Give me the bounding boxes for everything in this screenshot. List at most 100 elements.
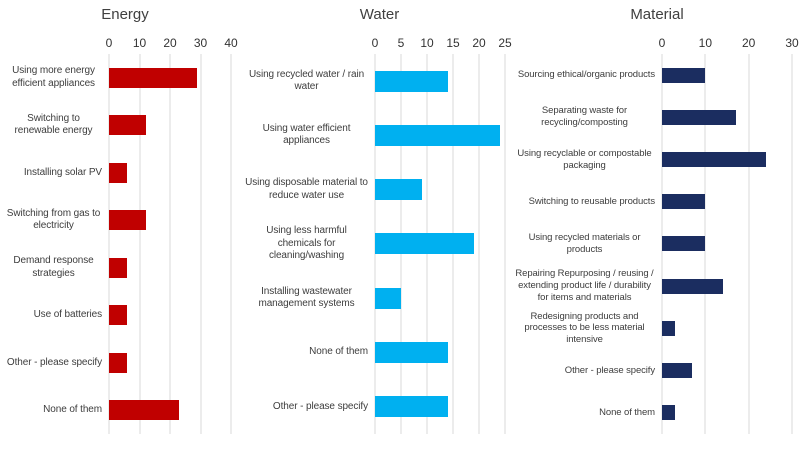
material-chart: Material 0 10 20 30 Sourcing ethical/organi… bbox=[514, 4, 800, 450]
x-axis-tick-label: 5 bbox=[397, 36, 405, 50]
category-label: Using recyclable or compostable packagin… bbox=[514, 138, 662, 180]
bar bbox=[662, 194, 706, 210]
category-label-text: Using recycled water / rain water bbox=[248, 68, 365, 93]
category-label-text: None of them bbox=[309, 346, 368, 358]
bar bbox=[109, 305, 128, 326]
category-label-text: Other - please specify bbox=[272, 400, 368, 412]
bar bbox=[375, 179, 422, 201]
bar-row bbox=[662, 223, 792, 265]
bar bbox=[662, 363, 693, 379]
x-axis-tick-label: 30 bbox=[785, 36, 799, 50]
category-label: Using less harmful chemicals for cleanin… bbox=[245, 217, 375, 271]
gridline bbox=[791, 54, 793, 434]
category-label: Sourcing ethical/organic products bbox=[514, 54, 662, 96]
category-label-text: Use of batteries bbox=[33, 309, 103, 320]
category-label: Use of batteries bbox=[5, 292, 109, 340]
category-label: Other - please specify bbox=[245, 380, 375, 434]
gridline bbox=[169, 54, 171, 434]
gridline bbox=[478, 54, 480, 434]
bar-row bbox=[375, 108, 505, 162]
bar-row bbox=[109, 339, 231, 387]
bar-row bbox=[109, 102, 231, 150]
bar bbox=[375, 287, 401, 309]
x-axis-tick-label: 20 bbox=[741, 36, 756, 50]
bar-row bbox=[375, 325, 505, 379]
bar-row bbox=[662, 138, 792, 180]
bar bbox=[375, 396, 448, 418]
bar bbox=[375, 124, 500, 146]
category-label-text: Demand response strategies bbox=[13, 255, 94, 279]
category-label: Other - please specify bbox=[5, 339, 109, 387]
bar bbox=[109, 67, 198, 88]
bar-row bbox=[662, 307, 792, 349]
energy-axis-corner bbox=[5, 30, 109, 54]
material-x-axis: 0 10 20 30 bbox=[659, 30, 799, 54]
category-label-text: Switching to renewable energy bbox=[14, 112, 93, 137]
x-axis-tick-label: 0 bbox=[105, 36, 113, 50]
bar-row bbox=[109, 387, 231, 435]
water-x-axis: 0 5 10 15 20 25 bbox=[372, 30, 512, 54]
x-axis-tick-label: 10 bbox=[698, 36, 713, 50]
category-label: Demand response strategies bbox=[5, 244, 109, 292]
category-label-text: Using recyclable or compostable packagin… bbox=[517, 147, 652, 171]
category-label: Other - please specify bbox=[514, 350, 662, 392]
category-label: Using disposable material to reduce wate… bbox=[245, 163, 375, 217]
gridline bbox=[704, 54, 706, 434]
x-axis-tick-label: 40 bbox=[224, 36, 238, 50]
bar bbox=[662, 320, 675, 336]
category-label-text: Switching to reusable products bbox=[528, 195, 655, 207]
bar bbox=[109, 162, 128, 183]
category-label-text: Installing wastewater management systems bbox=[258, 285, 355, 310]
energy-chart: Energy 0 10 20 30 40 Using more energy effic… bbox=[5, 4, 245, 450]
water-chart-grid: 0 5 10 15 20 25 Using recycled water / rain w… bbox=[245, 30, 514, 434]
bar-row bbox=[375, 217, 505, 271]
bar bbox=[109, 115, 146, 136]
gridline bbox=[504, 54, 506, 434]
bar-row bbox=[375, 271, 505, 325]
x-axis-tick-label: 20 bbox=[163, 36, 177, 50]
category-label-text: Switching from gas to electricity bbox=[6, 207, 101, 232]
category-label: Using water efficient appliances bbox=[245, 108, 375, 162]
category-label: Repairing Repurposing / reusing / extend… bbox=[514, 265, 662, 307]
x-axis-tick-label: 10 bbox=[420, 36, 434, 50]
bar bbox=[375, 70, 448, 92]
water-axis-corner bbox=[245, 30, 375, 54]
bar-row bbox=[662, 54, 792, 96]
category-label: Installing solar PV bbox=[5, 149, 109, 197]
water-chart-title: Water bbox=[359, 6, 400, 23]
material-chart-title: Material bbox=[630, 6, 684, 23]
category-label: Using more energy efficient appliances bbox=[5, 54, 109, 102]
bar bbox=[662, 67, 706, 83]
material-category-labels: Sourcing ethical/organic products Separat… bbox=[514, 54, 662, 434]
bar-row bbox=[109, 292, 231, 340]
category-label-text: Other - please specify bbox=[6, 356, 102, 368]
bar bbox=[109, 257, 128, 278]
bar-row bbox=[109, 54, 231, 102]
category-label-text: Other - please specify bbox=[564, 364, 655, 376]
category-label-text: None of them bbox=[599, 406, 655, 418]
energy-plot-area bbox=[108, 54, 232, 435]
category-label-text: Separating waste for recycling/compostin… bbox=[541, 105, 628, 129]
category-label: Redesigning products and processes to be… bbox=[514, 307, 662, 349]
bar bbox=[662, 109, 736, 125]
gridline bbox=[108, 54, 110, 434]
category-label: None of them bbox=[5, 387, 109, 435]
bar-row bbox=[375, 163, 505, 217]
energy-chart-title: Energy bbox=[101, 6, 149, 23]
bar-row bbox=[375, 54, 505, 108]
category-label: None of them bbox=[245, 325, 375, 379]
category-label: Switching from gas to electricity bbox=[5, 197, 109, 245]
material-chart-grid: 0 10 20 30 Sourcing ethical/organic product… bbox=[514, 30, 800, 434]
category-label: Using recycled materials or products bbox=[514, 223, 662, 265]
bar bbox=[662, 278, 723, 294]
category-label-text: None of them bbox=[43, 404, 102, 415]
bar-row bbox=[662, 392, 792, 434]
category-label-text: Using recycled materials or products bbox=[528, 232, 641, 255]
bar bbox=[375, 233, 474, 255]
material-axis-corner bbox=[514, 30, 662, 54]
bar-row bbox=[662, 265, 792, 307]
bar-row bbox=[662, 96, 792, 138]
gridline bbox=[748, 54, 750, 434]
bar-row bbox=[375, 380, 505, 434]
